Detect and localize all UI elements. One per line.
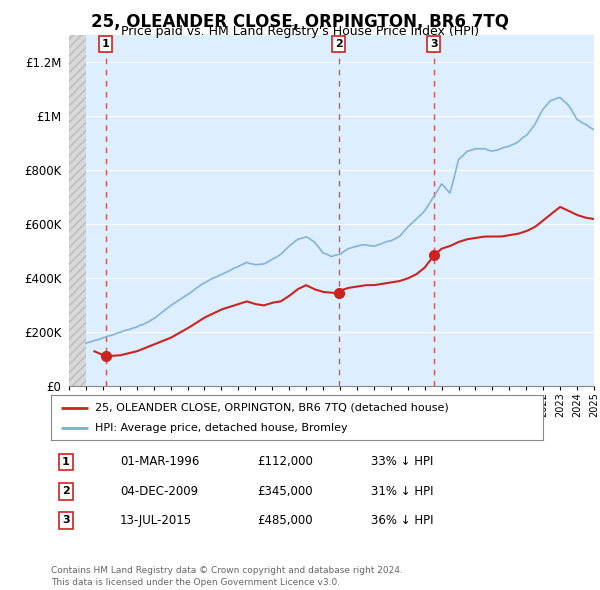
Text: 25, OLEANDER CLOSE, ORPINGTON, BR6 7TQ: 25, OLEANDER CLOSE, ORPINGTON, BR6 7TQ (91, 13, 509, 31)
Text: 31% ↓ HPI: 31% ↓ HPI (371, 484, 433, 498)
Text: 33% ↓ HPI: 33% ↓ HPI (371, 455, 433, 468)
Text: Contains HM Land Registry data © Crown copyright and database right 2024.
This d: Contains HM Land Registry data © Crown c… (51, 566, 403, 587)
Text: 04-DEC-2009: 04-DEC-2009 (120, 484, 198, 498)
Text: 2: 2 (62, 486, 70, 496)
Text: 13-JUL-2015: 13-JUL-2015 (120, 514, 192, 527)
Text: £112,000: £112,000 (257, 455, 314, 468)
Text: HPI: Average price, detached house, Bromley: HPI: Average price, detached house, Brom… (95, 424, 348, 434)
Text: 36% ↓ HPI: 36% ↓ HPI (371, 514, 433, 527)
Text: £345,000: £345,000 (257, 484, 313, 498)
Text: 1: 1 (102, 39, 110, 49)
Text: 25, OLEANDER CLOSE, ORPINGTON, BR6 7TQ (detached house): 25, OLEANDER CLOSE, ORPINGTON, BR6 7TQ (… (95, 403, 449, 412)
Text: 1: 1 (62, 457, 70, 467)
Text: £485,000: £485,000 (257, 514, 313, 527)
Bar (69, 35, 86, 386)
Text: 3: 3 (62, 516, 70, 526)
Text: Price paid vs. HM Land Registry's House Price Index (HPI): Price paid vs. HM Land Registry's House … (121, 25, 479, 38)
Text: 3: 3 (430, 39, 437, 49)
Text: 2: 2 (335, 39, 343, 49)
Text: 01-MAR-1996: 01-MAR-1996 (120, 455, 199, 468)
